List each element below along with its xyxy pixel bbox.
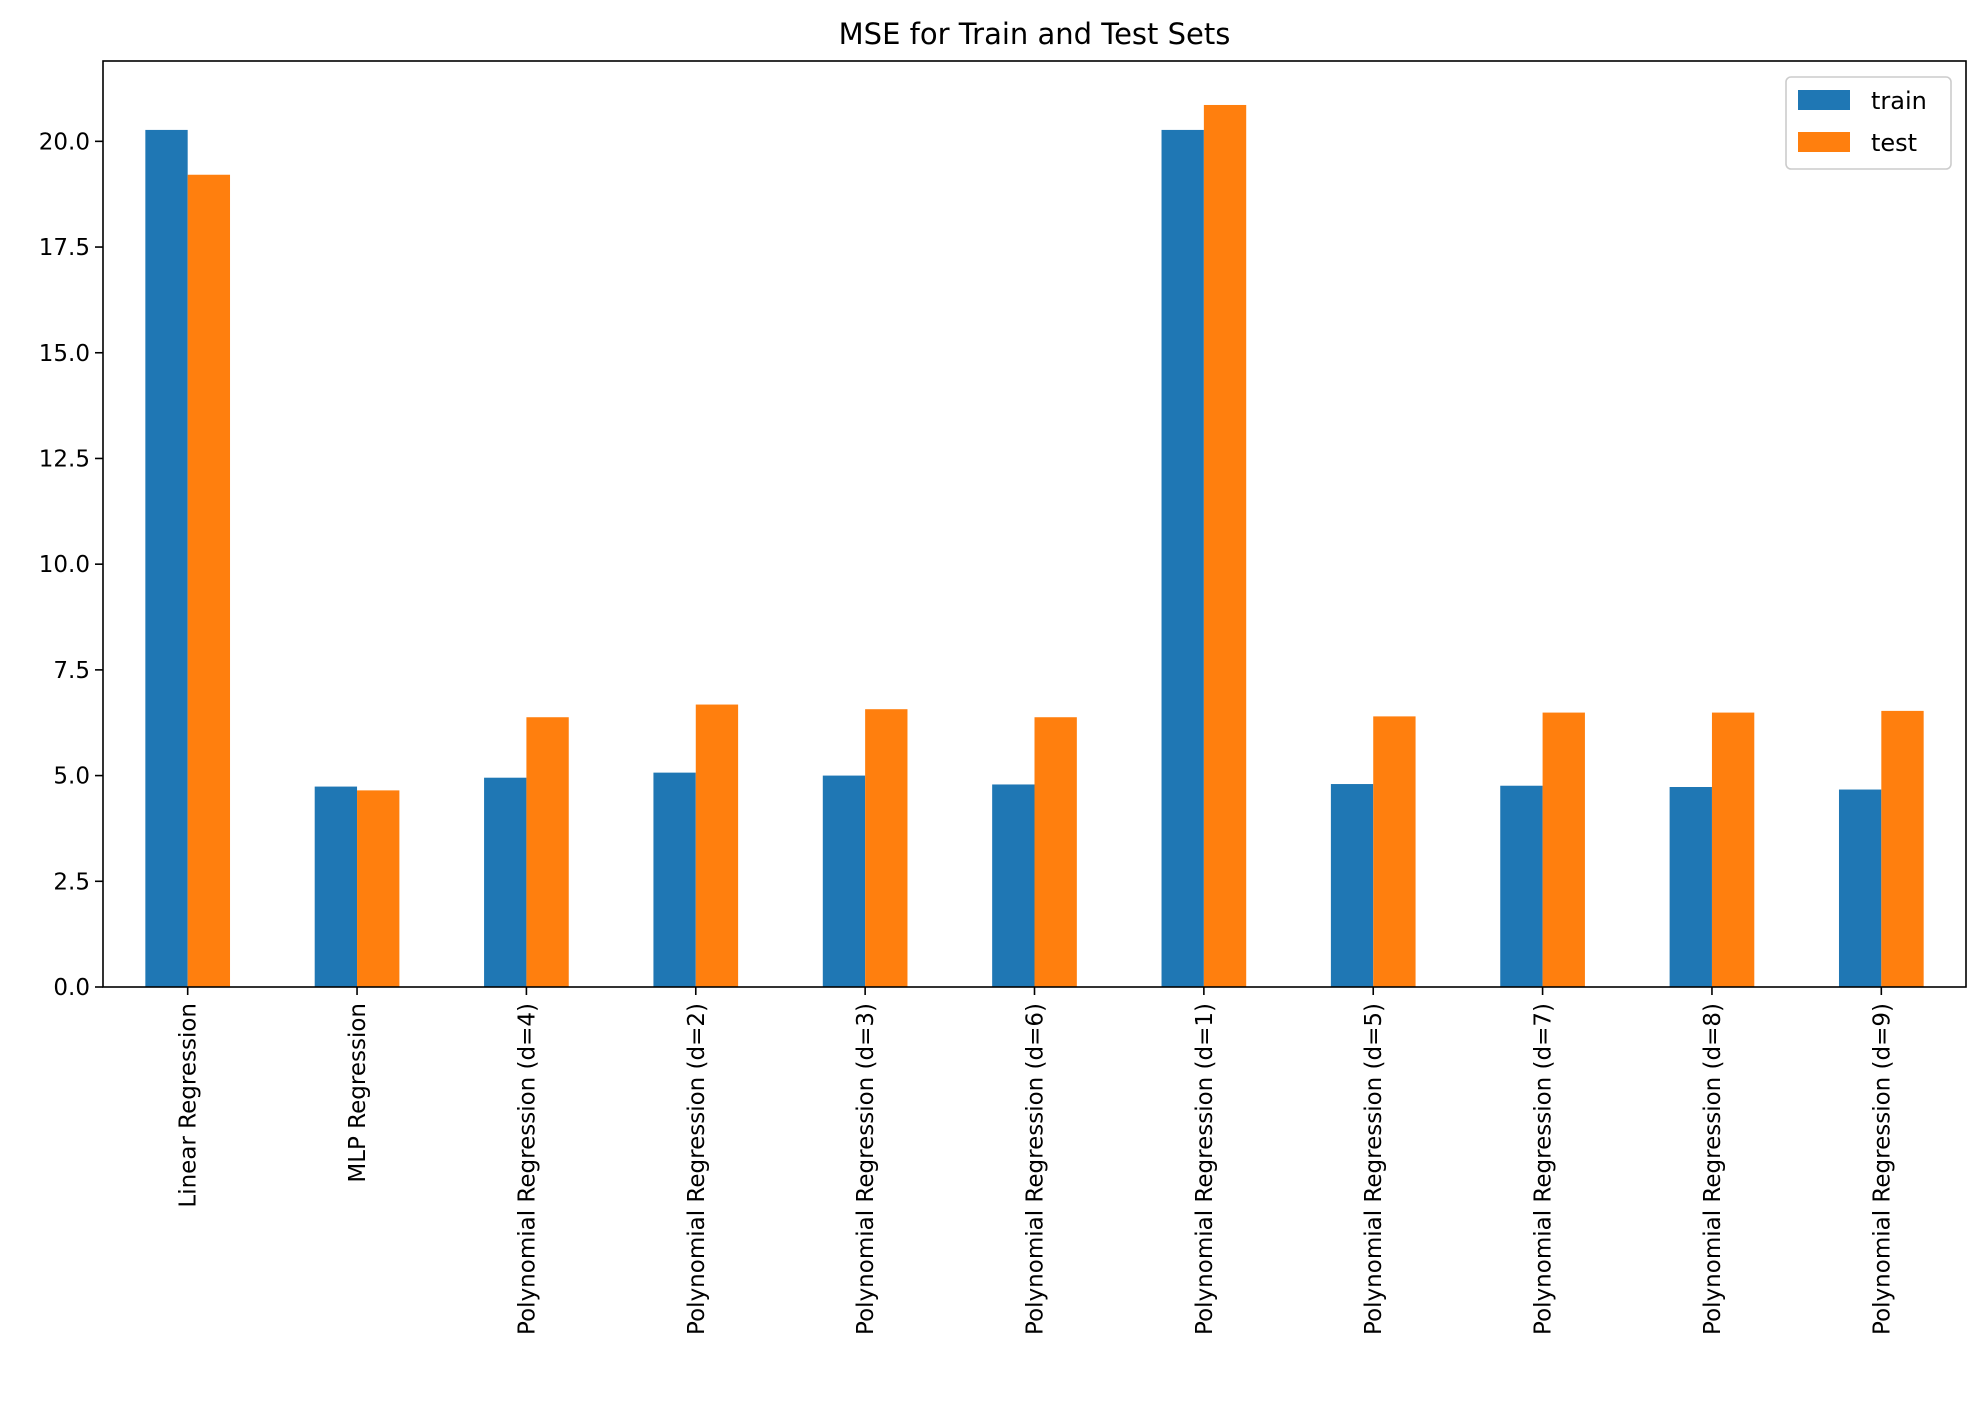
y-tick-label: 12.5 xyxy=(39,446,90,472)
x-tick-label: Polynomial Regression (d=7) xyxy=(1531,1003,1557,1335)
bar-train-10 xyxy=(1838,789,1882,987)
x-tick-label: Polynomial Regression (d=1) xyxy=(1192,1003,1218,1335)
bar-train-2 xyxy=(484,777,527,987)
x-tick-label: Polynomial Regression (d=5) xyxy=(1361,1003,1387,1335)
y-tick-label: 15.0 xyxy=(39,341,90,367)
bar-train-0 xyxy=(145,129,188,988)
bar-test-6 xyxy=(1203,104,1247,987)
bar-train-6 xyxy=(1161,129,1204,988)
bar-test-2 xyxy=(526,717,569,987)
bar-test-5 xyxy=(1034,717,1077,987)
bar-train-7 xyxy=(1330,784,1374,987)
bar-train-5 xyxy=(992,784,1035,987)
chart-title: MSE for Train and Test Sets xyxy=(839,17,1231,51)
y-tick-label: 5.0 xyxy=(53,764,90,790)
x-tick-label: MLP Regression xyxy=(345,1003,371,1183)
x-tick-label: Polynomial Regression (d=9) xyxy=(1869,1003,1895,1335)
bar-test-4 xyxy=(865,709,908,987)
bar-test-1 xyxy=(357,790,400,987)
legend-label-test: test xyxy=(1871,129,1917,157)
legend-swatch-test xyxy=(1798,132,1850,152)
bar-test-7 xyxy=(1373,716,1416,987)
legend-label-train: train xyxy=(1871,87,1927,115)
y-tick-label: 17.5 xyxy=(39,235,90,261)
bar-train-3 xyxy=(653,772,696,987)
y-tick-label: 10.0 xyxy=(39,552,90,578)
bar-test-3 xyxy=(695,704,739,987)
bar-test-10 xyxy=(1881,710,1924,987)
legend: train test xyxy=(1785,76,1952,170)
bar-train-8 xyxy=(1500,785,1543,987)
x-tick-label: Polynomial Regression (d=8) xyxy=(1700,1003,1726,1335)
bar-train-1 xyxy=(314,786,358,987)
legend-swatch-train xyxy=(1798,90,1850,110)
bar-train-4 xyxy=(822,775,866,987)
y-tick-label: 0.0 xyxy=(53,975,90,1001)
y-tick-label: 7.5 xyxy=(53,658,90,684)
x-tick-label: Linear Regression xyxy=(176,1003,202,1208)
x-tick-label: Polynomial Regression (d=4) xyxy=(514,1003,540,1335)
bar-test-9 xyxy=(1711,712,1755,987)
bar-test-8 xyxy=(1542,712,1585,987)
x-tick-label: Polynomial Regression (d=2) xyxy=(684,1003,710,1335)
y-tick-label: 20.0 xyxy=(39,129,90,155)
x-tick-label: Polynomial Regression (d=3) xyxy=(853,1003,879,1335)
y-tick-label: 2.5 xyxy=(53,869,90,895)
x-tick-label: Polynomial Regression (d=6) xyxy=(1023,1003,1049,1335)
bars-layer xyxy=(145,104,1924,988)
bar-test-0 xyxy=(187,174,231,987)
axes-layer: 0.0 2.5 5.0 7.5 10.0 12.5 15.0 17.5 20.0 Linear R… xyxy=(39,60,1967,1335)
bar-train-9 xyxy=(1669,787,1712,987)
